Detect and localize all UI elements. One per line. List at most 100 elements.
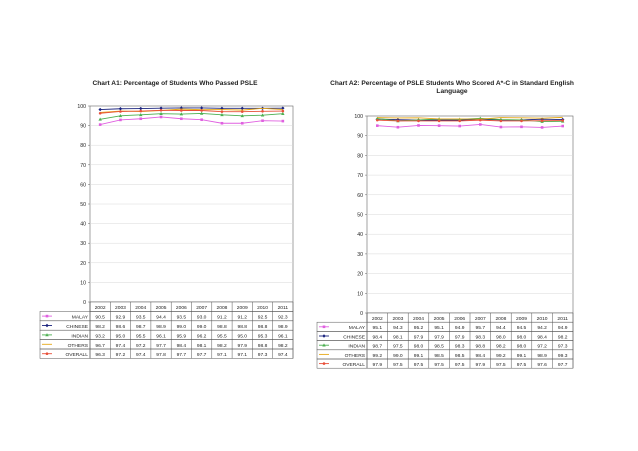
chart-a1-series-chinese-point	[199, 106, 204, 110]
chart-a1-series-overall-point	[220, 110, 224, 113]
chart-a1-table-cell: 98.7	[136, 324, 146, 330]
chart-a2-series-chinese-line	[377, 118, 563, 121]
chart-a1-svg: 0 10 20 30 40 50 60 70 80 90 100 2002 2003 2004 2005 20…	[39, 104, 294, 359]
chart-a2-table-cell: 97.5	[434, 362, 444, 368]
chart-a1-series-overall-point	[159, 109, 163, 112]
chart-a2-table-cell: 98.8	[476, 344, 486, 350]
chart-a2-ytick-label: 70	[357, 173, 363, 179]
chart-a2-series-overall-point	[417, 119, 420, 123]
chart-a1-table-cell: 95.5	[136, 333, 146, 339]
chart-a1-series-indian-point	[199, 111, 204, 115]
chart-a2-table-cell: 98.1	[393, 334, 403, 340]
chart-a2-table-cell: 94.5	[517, 325, 527, 331]
chart-a1-series-indian-point	[98, 117, 102, 121]
chart-a1-table-cell: 97.9	[237, 343, 247, 349]
chart-a1-ytick-label: 20	[80, 261, 86, 267]
chart-a2-table-cell: 98.2	[496, 344, 506, 350]
chart-a1-series-indian-point	[240, 114, 244, 118]
chart-a2-table-cell: 98.0	[496, 334, 506, 340]
chart-a2-series-overall-point	[540, 119, 544, 123]
chart-a1-table-cell: 97.2	[136, 343, 146, 349]
chart-a2-ytick-label: 10	[357, 291, 363, 297]
chart-a2-title: Chart A2: Percentage of PSLE Students Wh…	[330, 80, 574, 95]
chart-a2-series-overall-point	[520, 119, 523, 123]
chart-a2-series-malay-point	[561, 124, 564, 128]
chart-a2-series-malay-point	[437, 124, 441, 127]
chart-a1-table-cell: 97.2	[116, 352, 126, 358]
chart-a2-series-malay-point	[376, 124, 379, 127]
chart-a1-series-malay-point	[119, 118, 122, 122]
chart-a1-table-cell: 96.2	[197, 333, 207, 339]
chart-a1-table-year-label: 2010	[257, 305, 268, 311]
chart-a2-series-overall-line	[377, 119, 563, 122]
chart-a1-series-indian-point	[139, 113, 143, 117]
chart-a1-table-cell: 98.8	[258, 343, 268, 349]
chart-a1-table-cell: 98.1	[197, 343, 207, 349]
chart-a2-series-overall-point	[561, 119, 564, 122]
chart-a1-table-cell: 95.9	[177, 333, 187, 339]
chart-a1-series-overall-point	[261, 109, 264, 113]
chart-a2-table-cell: 97.9	[455, 334, 465, 340]
chart-a1-series-indian-point	[220, 113, 224, 117]
chart-a2-series-malay-point	[417, 124, 420, 127]
chart-a2-ytick-label: 30	[357, 252, 363, 258]
chart-a2-table-cell: 97.5	[393, 344, 403, 350]
chart-a1-table-year-label: 2004	[135, 305, 146, 311]
chart-a1-table-cell: 98.8	[258, 324, 268, 330]
chart-a2-table-cell: 97.5	[496, 362, 506, 368]
chart-a2-table-cell: 98.0	[414, 344, 424, 350]
chart-a2-table-year-label: 2007	[475, 316, 486, 322]
chart-a1-series-indian-line	[100, 112, 283, 120]
chart-a1-ytick-label: 50	[80, 202, 86, 208]
chart-a2-series-malay-point	[458, 124, 461, 128]
chart-a2-table-cell: 97.5	[393, 362, 403, 368]
chart-a2-table-cell: 98.4	[373, 334, 383, 340]
chart-a2-table-cell: 98.0	[517, 344, 527, 350]
chart-a1-series-overall-point	[180, 109, 183, 112]
chart-a2-table-cell: 98.2	[558, 334, 568, 340]
chart-a1-series-malay-point	[159, 115, 163, 119]
chart-a1-table-cell: 93.5	[136, 315, 146, 321]
chart-a2-series-malay-point	[520, 125, 523, 129]
chart-a2-table-cell: 98.4	[476, 353, 486, 359]
chart-a2-series-overall-point	[437, 119, 441, 123]
chart-a1-table-cell: 98.2	[217, 343, 227, 349]
chart-a2-table-cell: 95.1	[373, 325, 383, 331]
chart-a2-ytick-label: 80	[357, 153, 363, 159]
chart-a2-table-year-label: 2005	[434, 316, 445, 322]
chart-a2-ytick-label: 40	[357, 232, 363, 238]
chart-a2-table-year-label: 2011	[557, 316, 568, 322]
chart-a1-table-cell: 92.5	[258, 315, 268, 321]
chart-a1-table-year-label: 2005	[156, 305, 167, 311]
chart-a1-series-chinese-point	[281, 106, 285, 110]
chart-a1-legend-label-others: OTHERS	[68, 343, 89, 349]
chart-a1-series-malay-point	[139, 117, 143, 121]
chart-a2-table-cell: 94.4	[496, 325, 506, 331]
chart-a2-table-cell: 97.9	[373, 362, 383, 368]
chart-a2-table-cell: 99.2	[373, 353, 383, 359]
chart-a1-table-cell: 93.2	[95, 333, 105, 339]
chart-a2-legend-marker-chinese	[322, 334, 326, 338]
chart-a1-table-cell: 98.4	[177, 343, 187, 349]
chart-a1-table-cell: 92.9	[116, 315, 126, 321]
chart-a2-table-cell: 98.5	[455, 353, 465, 359]
chart-a1-table-cell: 97.3	[258, 352, 268, 358]
chart-a1-ytick-label: 10	[80, 280, 86, 286]
chart-a2-table-cell: 98.4	[537, 334, 547, 340]
chart-a1-table-cell: 93.5	[177, 315, 187, 321]
chart-a2-table-cell: 98.0	[517, 334, 527, 340]
chart-a1-table-year-label: 2006	[176, 305, 187, 311]
chart-a1-table-cell: 98.6	[116, 324, 126, 330]
chart-a2-series-malay-point	[479, 123, 482, 126]
chart-a2-ytick-label: 20	[357, 272, 363, 278]
chart-a2-series-others-line	[377, 116, 563, 120]
chart-a1-series-overall-point	[119, 110, 122, 113]
chart-a1-table-cell: 90.5	[95, 315, 105, 321]
chart-a1-series-overall-point	[98, 111, 102, 115]
chart-a2-legend-label-chinese: CHINESE	[343, 334, 365, 340]
chart-a2-series-overall-point	[396, 119, 400, 123]
chart-a1-series-chinese-line	[100, 107, 283, 110]
chart-a1-table-cell: 97.4	[136, 352, 146, 358]
chart-a2-legend-marker-malay	[322, 325, 326, 329]
chart-a1-table-cell: 96.7	[95, 343, 105, 349]
